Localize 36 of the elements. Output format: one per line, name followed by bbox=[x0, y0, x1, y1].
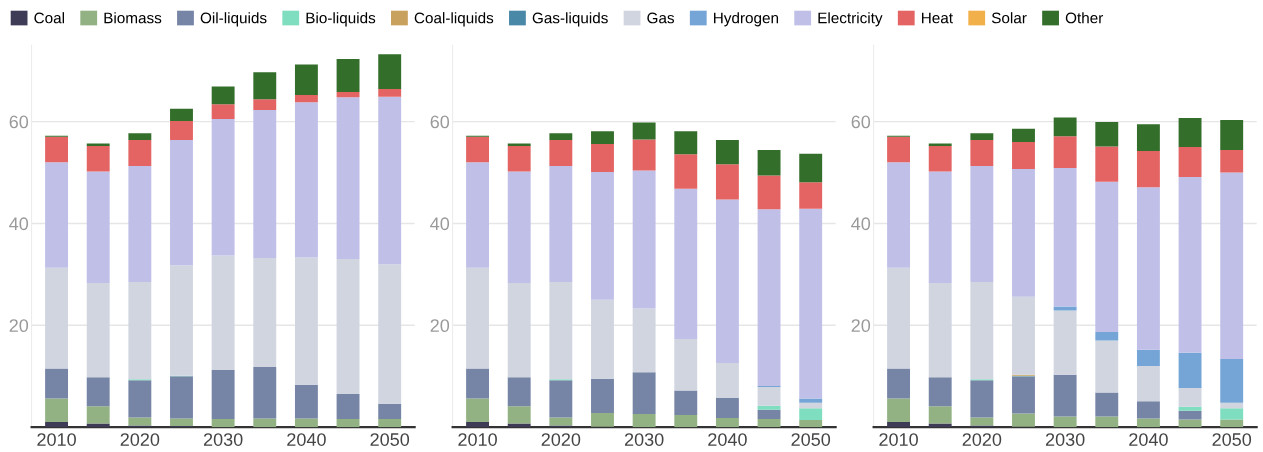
y-tick-label: 60 bbox=[851, 115, 871, 129]
y-tick-label: 40 bbox=[430, 217, 450, 231]
legend-label: Gas bbox=[647, 12, 675, 24]
x-tick-label: 2030 bbox=[624, 433, 664, 446]
legend-label: Hydrogen bbox=[714, 12, 779, 27]
x-tick-label: 2030 bbox=[1045, 433, 1085, 446]
x-tick-label: 2020 bbox=[962, 433, 1002, 446]
legend-label: Gas-liquids bbox=[532, 12, 608, 27]
x-tick-label: 2050 bbox=[791, 433, 831, 446]
y-tick-label: 40 bbox=[851, 217, 871, 231]
y-tick-label: 60 bbox=[9, 115, 29, 129]
legend-label: Heat bbox=[922, 12, 953, 24]
legend-label: Electricity bbox=[818, 12, 883, 27]
x-tick-label: 2020 bbox=[541, 433, 581, 446]
y-tick-label: 20 bbox=[9, 319, 29, 333]
x-tick-label: 2010 bbox=[458, 433, 497, 446]
legend-label: Other bbox=[1065, 12, 1104, 24]
x-tick-label: 2040 bbox=[1129, 433, 1168, 446]
y-tick-label: 20 bbox=[851, 319, 871, 333]
y-tick-label: 60 bbox=[430, 115, 450, 129]
legend-label: Oil-liquids bbox=[200, 12, 267, 27]
y-tick-label: 40 bbox=[9, 217, 29, 231]
x-tick-label: 2010 bbox=[879, 433, 918, 446]
x-tick-label: 2020 bbox=[120, 433, 160, 446]
x-tick-label: 2010 bbox=[37, 433, 76, 446]
x-tick-label: 2050 bbox=[1212, 433, 1252, 446]
y-tick-label: 20 bbox=[430, 319, 450, 333]
legend-label: Coal bbox=[34, 12, 65, 24]
legend-label: Coal-liquids bbox=[414, 12, 494, 27]
x-tick-label: 2040 bbox=[287, 433, 326, 446]
legend-label: Solar bbox=[991, 12, 1027, 24]
x-tick-label: 2050 bbox=[370, 433, 410, 446]
legend-label: Biomass bbox=[104, 12, 162, 24]
x-tick-label: 2030 bbox=[203, 433, 243, 446]
x-tick-label: 2040 bbox=[708, 433, 747, 446]
legend-label: Bio-liquids bbox=[306, 12, 376, 27]
